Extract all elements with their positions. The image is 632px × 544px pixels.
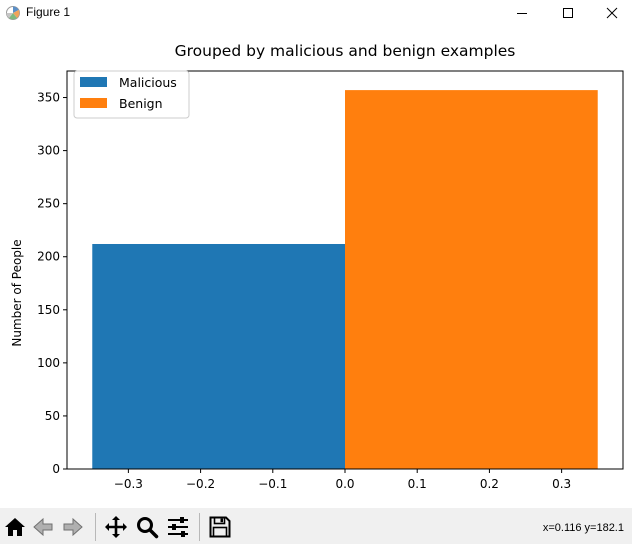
configure-subplots-button[interactable] bbox=[165, 514, 191, 540]
legend-label-benign: Benign bbox=[119, 96, 163, 111]
back-button[interactable] bbox=[30, 514, 56, 540]
x-tick-label: 0.1 bbox=[408, 477, 427, 491]
x-tick-label: 0.3 bbox=[552, 477, 571, 491]
maximize-button[interactable] bbox=[546, 0, 590, 26]
bars-layer bbox=[92, 90, 598, 469]
y-tick-label: 100 bbox=[37, 356, 60, 370]
bar-benign bbox=[345, 90, 598, 469]
x-tick-label: −0.2 bbox=[186, 477, 215, 491]
save-button[interactable] bbox=[207, 514, 233, 540]
x-tick-label: 0.2 bbox=[480, 477, 499, 491]
home-button[interactable] bbox=[2, 514, 28, 540]
close-icon bbox=[606, 7, 618, 19]
navigation-toolbar: x=0.116 y=182.1 bbox=[0, 508, 632, 544]
minimize-button[interactable] bbox=[500, 0, 544, 26]
y-tick-label: 350 bbox=[37, 91, 60, 105]
y-tick-label: 250 bbox=[37, 197, 60, 211]
y-tick-label: 0 bbox=[52, 462, 60, 476]
magnifier-icon bbox=[137, 517, 159, 539]
cursor-coordinates: x=0.116 y=182.1 bbox=[542, 522, 624, 534]
x-tick-label: −0.1 bbox=[258, 477, 287, 491]
toolbar-separator bbox=[199, 513, 200, 541]
back-arrow-icon bbox=[33, 517, 53, 537]
floppy-disk-icon bbox=[209, 516, 231, 538]
home-icon bbox=[5, 518, 25, 536]
chart-title: Grouped by malicious and benign examples bbox=[175, 42, 516, 60]
legend: Malicious Benign bbox=[73, 70, 190, 119]
figure-canvas[interactable]: Grouped by malicious and benign examples… bbox=[0, 26, 632, 508]
legend-swatch-benign bbox=[80, 98, 107, 108]
forward-button[interactable] bbox=[60, 514, 86, 540]
x-tick-label: −0.3 bbox=[114, 477, 143, 491]
forward-arrow-icon bbox=[63, 517, 83, 537]
pan-button[interactable] bbox=[103, 514, 129, 540]
y-tick-label: 50 bbox=[45, 409, 60, 423]
bar-malicious bbox=[92, 243, 345, 469]
y-tick-label: 150 bbox=[37, 303, 60, 317]
legend-label-malicious: Malicious bbox=[119, 75, 177, 90]
y-tick-label: 300 bbox=[37, 144, 60, 158]
x-tick-label: 0.0 bbox=[335, 477, 354, 491]
move-icon bbox=[105, 516, 127, 538]
axes-layer: −0.3 −0.2 −0.1 0.0 0.1 0.2 0.3 0 50 100 150 200 250 3… bbox=[37, 70, 624, 491]
y-tick-label: 200 bbox=[37, 250, 60, 264]
title-bar: Figure 1 bbox=[0, 0, 632, 26]
y-axis-label: Number of People bbox=[10, 239, 24, 346]
toolbar-separator bbox=[95, 513, 96, 541]
sliders-icon bbox=[168, 517, 188, 537]
close-button[interactable] bbox=[590, 0, 632, 26]
matplotlib-logo-icon bbox=[6, 6, 20, 20]
bar-chart: Grouped by malicious and benign examples… bbox=[10, 42, 624, 491]
legend-swatch-malicious bbox=[80, 77, 107, 87]
minimize-icon bbox=[517, 13, 527, 14]
zoom-button[interactable] bbox=[134, 514, 160, 540]
window-title: Figure 1 bbox=[26, 5, 71, 19]
maximize-icon bbox=[563, 8, 573, 18]
